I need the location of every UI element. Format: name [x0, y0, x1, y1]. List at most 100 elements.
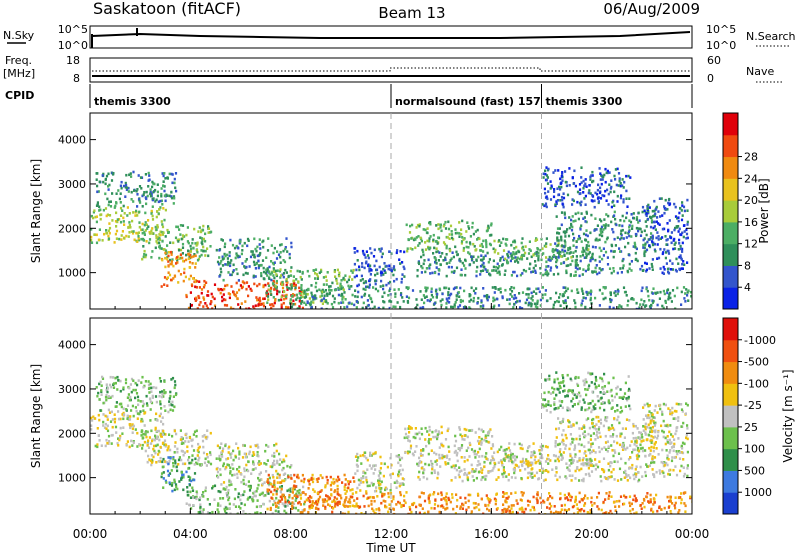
scatter-cell	[357, 259, 359, 262]
scatter-cell	[114, 205, 116, 208]
scatter-cell	[199, 226, 201, 229]
scatter-cell	[629, 263, 631, 266]
scatter-cell	[105, 427, 107, 430]
scatter-cell	[678, 239, 680, 242]
scatter-cell	[163, 190, 165, 193]
scatter-cell	[508, 479, 510, 482]
scatter-cell	[269, 303, 271, 306]
scatter-cell	[574, 220, 576, 223]
scatter-cell	[649, 238, 651, 241]
scatter-cell	[457, 253, 459, 256]
scatter-cell	[127, 415, 129, 418]
scatter-cell	[559, 476, 561, 479]
scatter-cell	[403, 251, 405, 254]
scatter-cell	[536, 472, 538, 475]
scatter-cell	[168, 251, 170, 254]
scatter-cell	[592, 246, 594, 249]
scatter-cell	[665, 243, 667, 246]
scatter-cell	[276, 460, 278, 463]
scatter-cell	[631, 225, 633, 228]
scatter-cell	[651, 219, 653, 222]
scatter-cell	[580, 224, 582, 227]
scatter-cell	[224, 299, 226, 302]
scatter-cell	[680, 502, 682, 505]
scatter-cell	[517, 502, 519, 505]
colorbar-swatch	[723, 200, 738, 222]
scatter-cell	[192, 496, 194, 499]
scatter-cell	[388, 268, 390, 271]
scatter-cell	[111, 411, 113, 414]
scatter-cell	[561, 504, 563, 507]
scatter-cell	[123, 220, 125, 223]
scatter-cell	[347, 480, 349, 483]
scatter-cell	[466, 241, 468, 244]
scatter-cell	[477, 297, 479, 300]
scatter-cell	[146, 191, 148, 194]
scatter-cell	[564, 250, 566, 253]
scatter-cell	[127, 440, 129, 443]
scatter-cell	[607, 256, 609, 259]
scatter-cell	[650, 501, 652, 504]
scatter-cell	[93, 209, 95, 212]
scatter-cell	[244, 504, 246, 507]
scatter-cell	[162, 207, 164, 210]
scatter-cell	[202, 440, 204, 443]
scatter-cell	[491, 469, 493, 472]
scatter-cell	[372, 286, 374, 289]
scatter-cell	[625, 473, 627, 476]
scatter-cell	[367, 497, 369, 500]
scatter-cell	[276, 280, 278, 283]
scatter-cell	[590, 501, 592, 504]
scatter-cell	[297, 270, 299, 273]
scatter-cell	[464, 472, 466, 475]
scatter-cell	[171, 435, 173, 438]
scatter-cell	[267, 478, 269, 481]
scatter-cell	[652, 287, 654, 290]
scatter-cell	[184, 440, 186, 443]
scatter-cell	[483, 262, 485, 265]
scatter-cell	[357, 505, 359, 508]
scatter-cell	[561, 171, 563, 174]
scatter-cell	[365, 256, 367, 259]
scatter-cell	[632, 508, 634, 511]
scatter-cell	[330, 488, 332, 491]
scatter-cell	[140, 238, 142, 241]
scatter-cell	[115, 431, 117, 434]
scatter-cell	[241, 287, 243, 290]
scatter-cell	[654, 292, 656, 295]
scatter-cell	[349, 498, 351, 501]
scatter-cell	[462, 507, 464, 510]
scatter-cell	[309, 501, 311, 504]
scatter-cell	[545, 256, 547, 259]
scatter-cell	[314, 277, 316, 280]
scatter-cell	[458, 291, 460, 294]
scatter-cell	[578, 218, 580, 221]
scatter-cell	[317, 508, 319, 511]
scatter-cell	[145, 450, 147, 453]
scatter-cell	[597, 197, 599, 200]
scatter-cell	[279, 476, 281, 479]
scatter-cell	[257, 477, 259, 480]
scatter-cell	[533, 496, 535, 499]
scatter-cell	[191, 454, 193, 457]
scatter-cell	[358, 266, 360, 269]
scatter-cell	[600, 480, 602, 483]
scatter-cell	[575, 250, 577, 253]
scatter-cell	[462, 300, 464, 303]
scatter-cell	[481, 259, 483, 262]
scatter-cell	[338, 302, 340, 305]
scatter-cell	[175, 485, 177, 488]
scatter-cell	[94, 417, 96, 420]
scatter-cell	[332, 295, 334, 298]
scatter-cell	[652, 215, 654, 218]
scatter-cell	[168, 460, 170, 463]
scatter-cell	[582, 273, 584, 276]
scatter-cell	[244, 470, 246, 473]
scatter-cell	[123, 407, 125, 410]
scatter-cell	[454, 451, 456, 454]
scatter-cell	[614, 238, 616, 241]
scatter-cell	[654, 213, 656, 216]
scatter-cell	[434, 272, 436, 275]
scatter-cell	[586, 293, 588, 296]
scatter-cell	[178, 270, 180, 273]
